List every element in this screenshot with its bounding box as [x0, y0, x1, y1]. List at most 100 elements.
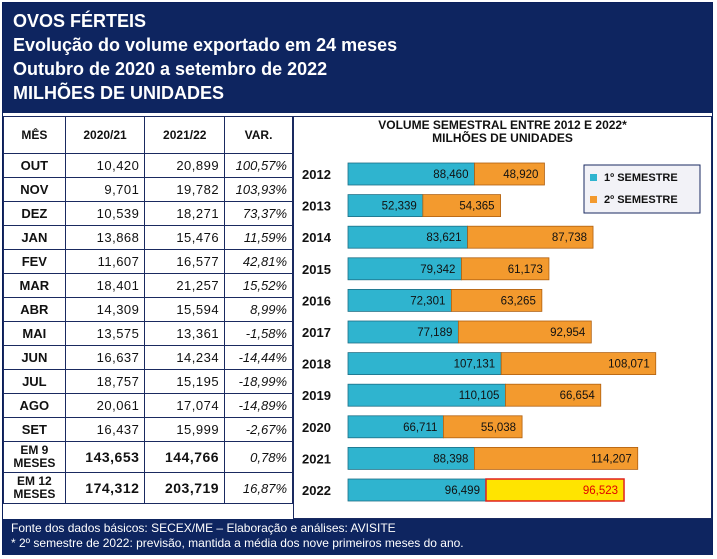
cell-total-2021-22: 203,719 [144, 472, 226, 504]
data-label-2nd-semester: 48,920 [503, 169, 538, 181]
table-row: ABR 14,309 15,594 8,99% [3, 297, 293, 322]
cell-variation: 8,99% [224, 297, 293, 322]
data-label-2nd-semester: 66,654 [560, 390, 596, 402]
legend-label-2nd: 2º SEMESTRE [604, 194, 678, 206]
cell-month: JAN [3, 225, 66, 250]
bar-2nd-semester [474, 162, 545, 186]
col-header-month: MÊS [3, 116, 66, 154]
bar-2nd-semester [422, 194, 501, 217]
y-tick-label: 2021 [302, 451, 331, 466]
chart-panel: VOLUME SEMESTRAL ENTRE 2012 E 2022* MILH… [293, 116, 712, 519]
total-label-line1: EM 12 [17, 474, 52, 488]
cell-variation: -14,89% [224, 393, 293, 418]
data-label-1st-semester: 110,105 [459, 390, 500, 402]
cell-total-variation: 0,78% [224, 441, 293, 473]
cell-2021-22: 15,476 [144, 225, 226, 250]
cell-2020-21: 18,757 [64, 369, 146, 394]
y-tick-label: 2012 [302, 167, 331, 182]
cell-2021-22: 15,594 [144, 297, 226, 322]
total-row: EM 12 MESES 174,312 203,719 16,87% [3, 472, 293, 504]
cell-2020-21: 20,061 [64, 393, 146, 418]
cell-variation: 15,52% [224, 273, 293, 298]
data-label-1st-semester: 83,621 [426, 232, 461, 244]
cell-2020-21: 16,637 [64, 345, 146, 370]
table-header-row: MÊS 2020/21 2021/22 VAR. [3, 116, 293, 154]
bar-2nd-semester [505, 383, 602, 407]
data-label-2nd-semester: 63,265 [501, 295, 536, 307]
table-row: MAI 13,575 13,361 -1,58% [3, 321, 293, 346]
table-row: MAR 18,401 21,257 15,52% [3, 273, 293, 298]
chart-svg: 2012 88,460 48,920 2013 52,339 54,365 2014 83,6… [302, 162, 701, 502]
table-body: OUT 10,420 20,899 100,57% NOV 9,701 19,782 103,… [3, 153, 293, 504]
legend-box [583, 164, 701, 214]
cell-variation: -18,99% [224, 369, 293, 394]
cell-variation: -2,67% [224, 417, 293, 442]
total-row: EM 9 MESES 143,653 144,766 0,78% [3, 441, 293, 473]
header-title: OVOS FÉRTEIS [13, 11, 147, 31]
legend-swatch-1st [590, 174, 597, 181]
data-label-1st-semester: 79,342 [420, 264, 455, 276]
cell-2021-22: 13,361 [144, 321, 226, 346]
data-label-1st-semester: 88,460 [433, 169, 468, 181]
data-label-2nd-semester: 55,038 [481, 422, 516, 434]
y-tick-label: 2015 [302, 262, 331, 277]
col-header-2020-21: 2020/21 [64, 116, 146, 154]
cell-2020-21: 13,868 [64, 225, 146, 250]
cell-month: OUT [3, 153, 66, 178]
data-label-2nd-semester: 96,523 [583, 485, 618, 497]
bar-2nd-semester [450, 288, 543, 312]
cell-variation: -1,58% [224, 321, 293, 346]
data-label-1st-semester: 107,131 [454, 359, 496, 371]
cell-variation: -14,44% [224, 345, 293, 370]
cell-2021-22: 15,999 [144, 417, 226, 442]
cell-total-variation: 16,87% [224, 472, 293, 504]
table-row: JUL 18,757 15,195 -18,99% [3, 369, 293, 394]
header-period: Outubro de 2020 a setembro de 2022 [13, 59, 328, 79]
header: OVOS FÉRTEIS Evolução do volume exportad… [3, 3, 712, 113]
chart-subtitle: MILHÕES DE UNIDADES [432, 131, 573, 145]
y-tick-label: 2018 [302, 357, 331, 372]
cell-month: MAR [3, 273, 66, 298]
cell-total-2020-21: 174,312 [64, 472, 146, 504]
bar-2nd-semester [457, 320, 592, 344]
data-label-2nd-semester: 54,365 [459, 201, 494, 213]
y-tick-label: 2016 [302, 293, 331, 308]
cell-month: MAI [3, 321, 66, 346]
cell-2021-22: 15,195 [144, 369, 226, 394]
data-label-2nd-semester: 87,738 [552, 232, 587, 244]
cell-month: JUN [3, 345, 66, 370]
cell-variation: 42,81% [224, 249, 293, 274]
table-row: DEZ 10,539 18,271 73,37% [3, 201, 293, 226]
data-label-1st-semester: 96,499 [445, 485, 480, 497]
y-tick-label: 2020 [302, 420, 331, 435]
cell-2020-21: 14,309 [64, 297, 146, 322]
bar-2nd-semester [474, 446, 639, 470]
table-row: FEV 11,607 16,577 42,81% [3, 249, 293, 274]
data-label-1st-semester: 66,711 [403, 422, 437, 434]
chart-title: VOLUME SEMESTRAL ENTRE 2012 E 2022* [378, 118, 627, 132]
cell-2020-21: 11,607 [64, 249, 146, 274]
total-label-line2: MESES [13, 456, 56, 470]
table-row: NOV 9,701 19,782 103,93% [3, 177, 293, 202]
data-label-2nd-semester: 92,954 [550, 327, 586, 339]
cell-month: SET [3, 417, 66, 442]
cell-total-label: EM 9 MESES [3, 441, 66, 473]
table-row: SET 16,437 15,999 -2,67% [3, 417, 293, 442]
cell-variation: 100,57% [224, 153, 293, 178]
cell-2020-21: 10,539 [64, 201, 146, 226]
cell-month: NOV [3, 177, 66, 202]
data-label-1st-semester: 72,301 [410, 295, 445, 307]
data-label-1st-semester: 88,398 [433, 453, 468, 465]
footer-source: Fonte dos dados básicos: SECEX/ME – Elab… [11, 521, 396, 535]
bar-2nd-semester [500, 352, 657, 376]
table-row: JAN 13,868 15,476 11,59% [3, 225, 293, 250]
cell-2021-22: 20,899 [144, 153, 226, 178]
cell-variation: 103,93% [224, 177, 293, 202]
y-tick-label: 2019 [302, 388, 331, 403]
footer: Fonte dos dados básicos: SECEX/ME – Elab… [3, 519, 712, 555]
data-label-1st-semester: 52,339 [382, 201, 417, 213]
cell-total-2020-21: 143,653 [64, 441, 146, 473]
cell-2021-22: 19,782 [144, 177, 226, 202]
cell-2021-22: 21,257 [144, 273, 226, 298]
data-label-1st-semester: 77,189 [417, 327, 452, 339]
